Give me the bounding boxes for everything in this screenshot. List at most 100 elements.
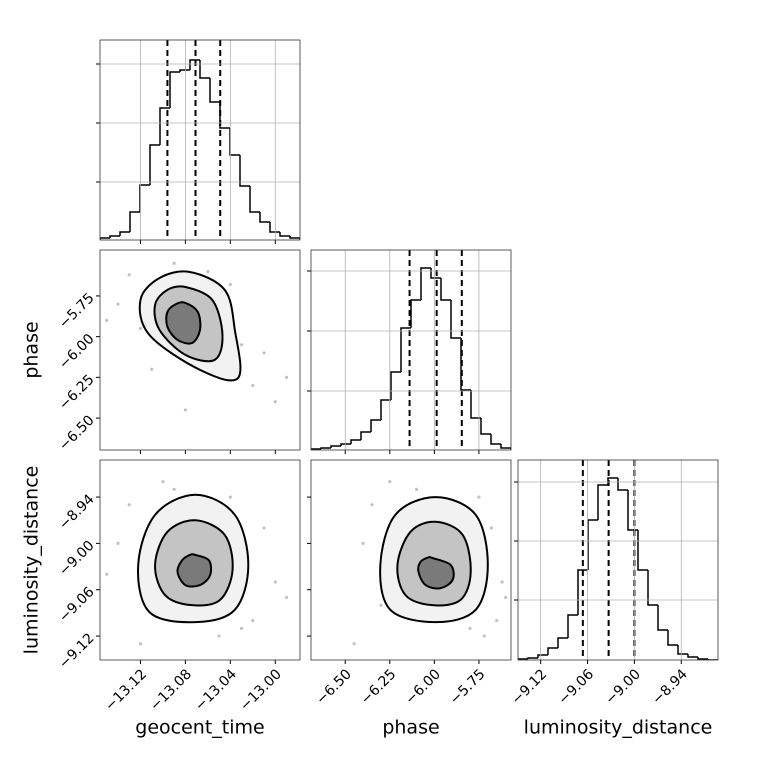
x-axis-label: geocent_time [135, 717, 264, 739]
panel: −13.12−13.08−13.04−13.00 −8.94 −9.00−9.06−… [21, 459, 301, 739]
histogram-bin [657, 605, 668, 631]
sample-point [504, 595, 508, 600]
sample-point [361, 541, 365, 545]
plot-area [352, 480, 508, 646]
sample-point [239, 343, 244, 347]
histogram-bin [518, 658, 528, 660]
histogram-bin [169, 71, 180, 108]
panel: −5.75−6.00−6.25−6.50 phase [21, 249, 301, 454]
sample-point [161, 480, 165, 484]
x-tick-label: −9.06 [556, 666, 598, 708]
histogram-bin [159, 107, 170, 145]
sample-point [262, 526, 266, 530]
histogram-bin [500, 444, 511, 450]
sample-point [273, 580, 277, 584]
histogram-bin [109, 235, 120, 238]
x-tick-label: −6.25 [358, 666, 400, 708]
histogram-bin [567, 614, 578, 638]
histogram-bin [350, 439, 361, 444]
histogram-bin [119, 231, 130, 236]
histogram-bin [380, 399, 391, 420]
x-tick-label: −13.00 [237, 666, 285, 714]
sample-point [251, 619, 255, 623]
sample-point [228, 282, 232, 287]
x-axis-label: phase [382, 717, 439, 739]
sample-point [468, 626, 472, 630]
sample-point [239, 626, 244, 630]
histogram-bin [289, 236, 300, 240]
histogram-bin [330, 445, 341, 448]
histogram-bin [527, 657, 538, 659]
sample-point [116, 302, 120, 306]
histogram-bin [149, 144, 160, 185]
x-tick-label: −13.04 [192, 666, 240, 714]
sample-point [370, 503, 374, 507]
y-tick-label: −8.94 [56, 491, 98, 533]
panel [307, 249, 512, 454]
histogram-bin [677, 645, 688, 655]
histogram-bin [697, 657, 708, 660]
sample-point [127, 273, 131, 277]
sample-point [379, 603, 383, 607]
plot-area [311, 250, 511, 450]
panel-background [311, 250, 511, 450]
histogram-bin [189, 59, 200, 70]
histogram-bin [400, 327, 411, 372]
panel-frame [310, 459, 512, 661]
y-axis-label: luminosity_distance [21, 466, 43, 655]
sample-point [116, 541, 120, 545]
y-axis-label: phase [21, 321, 43, 378]
histogram-bin [209, 78, 220, 103]
sample-point [206, 269, 210, 274]
sample-point [138, 326, 143, 331]
panel-frame [99, 39, 301, 241]
panel-frame [517, 459, 719, 661]
histogram-bin [199, 60, 210, 79]
y-tick-label: −9.06 [56, 584, 98, 626]
sample-point [284, 375, 289, 379]
panel-frame [99, 249, 301, 451]
contour [176, 553, 213, 588]
sample-point [138, 642, 143, 646]
x-tick-label: −6.00 [402, 666, 444, 708]
plot-area [105, 261, 289, 412]
x-tick-label: −5.75 [447, 666, 489, 708]
histogram-bin [587, 519, 598, 570]
sample-point [150, 367, 154, 371]
sample-point [172, 487, 176, 491]
sample-point [105, 572, 109, 576]
histogram-bin [667, 630, 678, 646]
sample-point [105, 318, 109, 322]
histogram-bin [139, 184, 150, 212]
histogram-bin [420, 267, 431, 300]
x-tick-label: −13.12 [102, 666, 150, 714]
histogram-bin [249, 186, 260, 213]
sample-point [228, 495, 232, 499]
panel: −9.12 −9.06 −9.00 −8.94 luminosity_distance [509, 459, 719, 739]
y-tick-label: −5.75 [56, 290, 98, 332]
sample-point [352, 642, 356, 646]
sample-point [262, 351, 266, 355]
x-tick-label: −9.12 [509, 666, 551, 708]
histogram-bin [687, 654, 698, 658]
sample-point [183, 408, 187, 412]
y-tick-label: −6.50 [56, 412, 98, 454]
y-tick-label: −9.12 [56, 630, 98, 672]
histogram-bin [370, 419, 381, 432]
sample-point [477, 495, 481, 499]
contour [165, 301, 202, 345]
histogram-bin [597, 484, 608, 520]
x-tick-label: −13.08 [147, 666, 195, 714]
sample-point [273, 400, 277, 404]
histogram-bin [129, 211, 140, 232]
histogram-bin [450, 300, 461, 339]
histogram-bin [707, 659, 718, 660]
y-tick-label: −6.25 [56, 372, 98, 414]
panel-background [518, 460, 718, 660]
panel-frame [310, 249, 512, 451]
histogram-bin [480, 418, 491, 435]
sample-point [172, 261, 176, 265]
plot-area [100, 40, 300, 240]
histogram-bin [269, 222, 280, 233]
